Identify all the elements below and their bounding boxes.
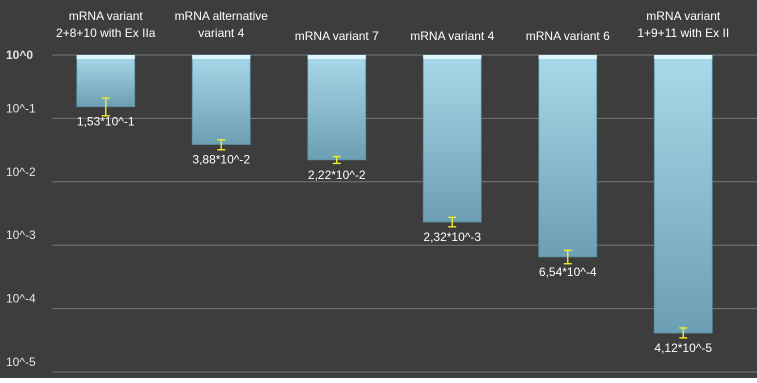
bar-top-cap [76, 55, 135, 59]
data-label: 2,22*10^-2 [308, 168, 366, 182]
y-tick-label: 10^-3 [6, 228, 36, 242]
labels: 10^0 10^-1 10^-2 10^-3 10^-4 10^-5 1,53*10^-1 m… [6, 9, 729, 369]
bar-top-cap [192, 55, 251, 59]
bar [422, 54, 482, 223]
bar-top-cap [423, 55, 482, 59]
category-label: mRNA alternative [175, 9, 269, 23]
bar-top-cap [654, 55, 713, 59]
category-label: mRNA variant [69, 9, 144, 23]
bar [538, 54, 598, 258]
bar [307, 54, 367, 161]
y-tick-label: 10^0 [6, 48, 33, 62]
bar [191, 54, 251, 145]
y-tick-label: 10^-4 [6, 292, 36, 306]
y-tick-label: 10^-1 [6, 101, 36, 115]
y-tick-label: 10^-2 [6, 165, 36, 179]
data-label: 2,32*10^-3 [423, 230, 481, 244]
gridlines [52, 54, 757, 373]
y-tick-label: 10^-5 [6, 355, 36, 369]
category-label: 2+8+10 with Ex IIa [56, 26, 156, 40]
data-label: 1,53*10^-1 [77, 115, 135, 129]
category-label: mRNA variant 6 [526, 29, 610, 43]
category-label: mRNA variant [646, 9, 721, 23]
category-label: mRNA variant 7 [295, 29, 379, 43]
bar-top-cap [307, 55, 366, 59]
data-label: 6,54*10^-4 [539, 265, 597, 279]
category-label: 1+9+11 with Ex II [637, 26, 729, 40]
bars [76, 54, 713, 339]
bar-top-cap [538, 55, 597, 59]
data-label: 4,12*10^-5 [654, 341, 712, 355]
category-label: mRNA variant 4 [410, 29, 494, 43]
data-label: 3,88*10^-2 [192, 152, 250, 166]
category-label: variant 4 [198, 26, 244, 40]
bar [653, 54, 713, 334]
